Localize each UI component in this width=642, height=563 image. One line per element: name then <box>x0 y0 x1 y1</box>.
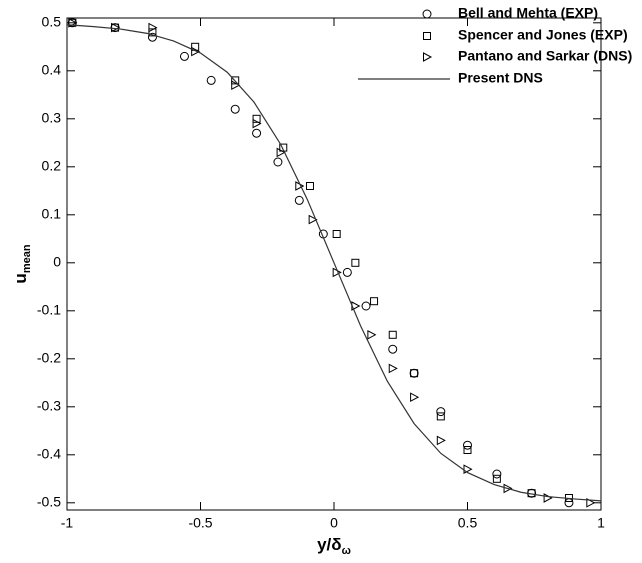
y-tick-label: 0.4 <box>42 62 62 78</box>
point <box>148 22 158 33</box>
x-axis-label-sub: ω <box>342 545 351 557</box>
legend-label: Present DNS <box>458 70 543 86</box>
point <box>503 483 513 494</box>
legend-marker <box>423 52 433 62</box>
point <box>463 464 473 475</box>
point <box>230 104 240 114</box>
point <box>388 330 397 339</box>
point <box>332 230 341 238</box>
y-tick-label: 0.5 <box>42 14 62 30</box>
x-tick-label: 0.5 <box>458 515 478 531</box>
y-tick-label: -0.3 <box>37 398 61 414</box>
x-tick-label: -1 <box>61 515 74 531</box>
point <box>361 301 371 311</box>
legend-marker <box>423 32 431 40</box>
y-tick-label: -0.2 <box>37 350 61 366</box>
point <box>191 46 201 57</box>
point <box>147 32 157 42</box>
y-tick-label: 0.2 <box>42 158 62 174</box>
x-axis-label-main: y/δ <box>317 535 342 554</box>
point <box>436 412 445 421</box>
point <box>231 76 240 85</box>
point <box>206 75 216 85</box>
y-axis-label: umean <box>11 244 32 283</box>
point <box>409 368 419 378</box>
point <box>179 51 189 61</box>
y-tick-label: 0 <box>53 254 61 270</box>
point <box>308 214 318 225</box>
legend-label: Spencer and Jones (EXP) <box>458 27 628 43</box>
point <box>148 28 157 37</box>
point <box>388 344 398 354</box>
point <box>367 329 377 340</box>
point <box>252 128 262 138</box>
y-axis-label-sub: mean <box>21 244 33 273</box>
y-axis-label-main: u <box>11 273 30 283</box>
point <box>586 497 596 508</box>
point <box>231 80 241 91</box>
x-axis-label: y/δω <box>317 535 351 556</box>
point <box>492 474 501 483</box>
point <box>410 369 419 378</box>
y-tick-label: 0.3 <box>42 110 62 126</box>
point <box>463 446 472 454</box>
point <box>305 182 314 190</box>
legend-marker <box>422 9 432 19</box>
x-tick-label: 1 <box>597 515 605 531</box>
point <box>252 118 262 129</box>
legend-label: Pantano and Sarkar (DNS) <box>458 48 632 64</box>
point <box>492 469 502 479</box>
point <box>543 493 553 503</box>
x-tick-label: 0 <box>330 515 338 531</box>
point <box>436 435 446 446</box>
point <box>370 297 379 306</box>
y-tick-label: -0.1 <box>37 302 61 318</box>
y-tick-label: -0.5 <box>37 494 61 510</box>
point <box>388 363 398 374</box>
y-tick-label: -0.4 <box>37 446 61 462</box>
point <box>111 22 121 33</box>
point <box>463 440 472 450</box>
point <box>276 147 286 158</box>
point <box>342 267 352 277</box>
legend-label: Bell and Mehta (EXP) <box>458 5 598 21</box>
y-tick-label: 0.1 <box>42 206 62 222</box>
point <box>294 195 304 205</box>
point <box>564 498 574 508</box>
point <box>110 23 120 33</box>
x-tick-label: -0.5 <box>188 515 212 531</box>
point <box>410 392 420 403</box>
point <box>351 258 360 267</box>
point <box>436 407 446 417</box>
point <box>273 157 283 167</box>
point <box>252 114 261 123</box>
line-series <box>66 24 602 502</box>
